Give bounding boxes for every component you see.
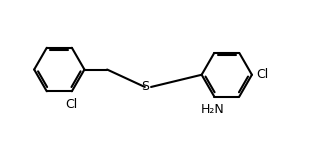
Text: S: S (141, 80, 149, 93)
Text: Cl: Cl (66, 98, 78, 111)
Text: H₂N: H₂N (201, 103, 224, 116)
Text: Cl: Cl (256, 68, 268, 81)
